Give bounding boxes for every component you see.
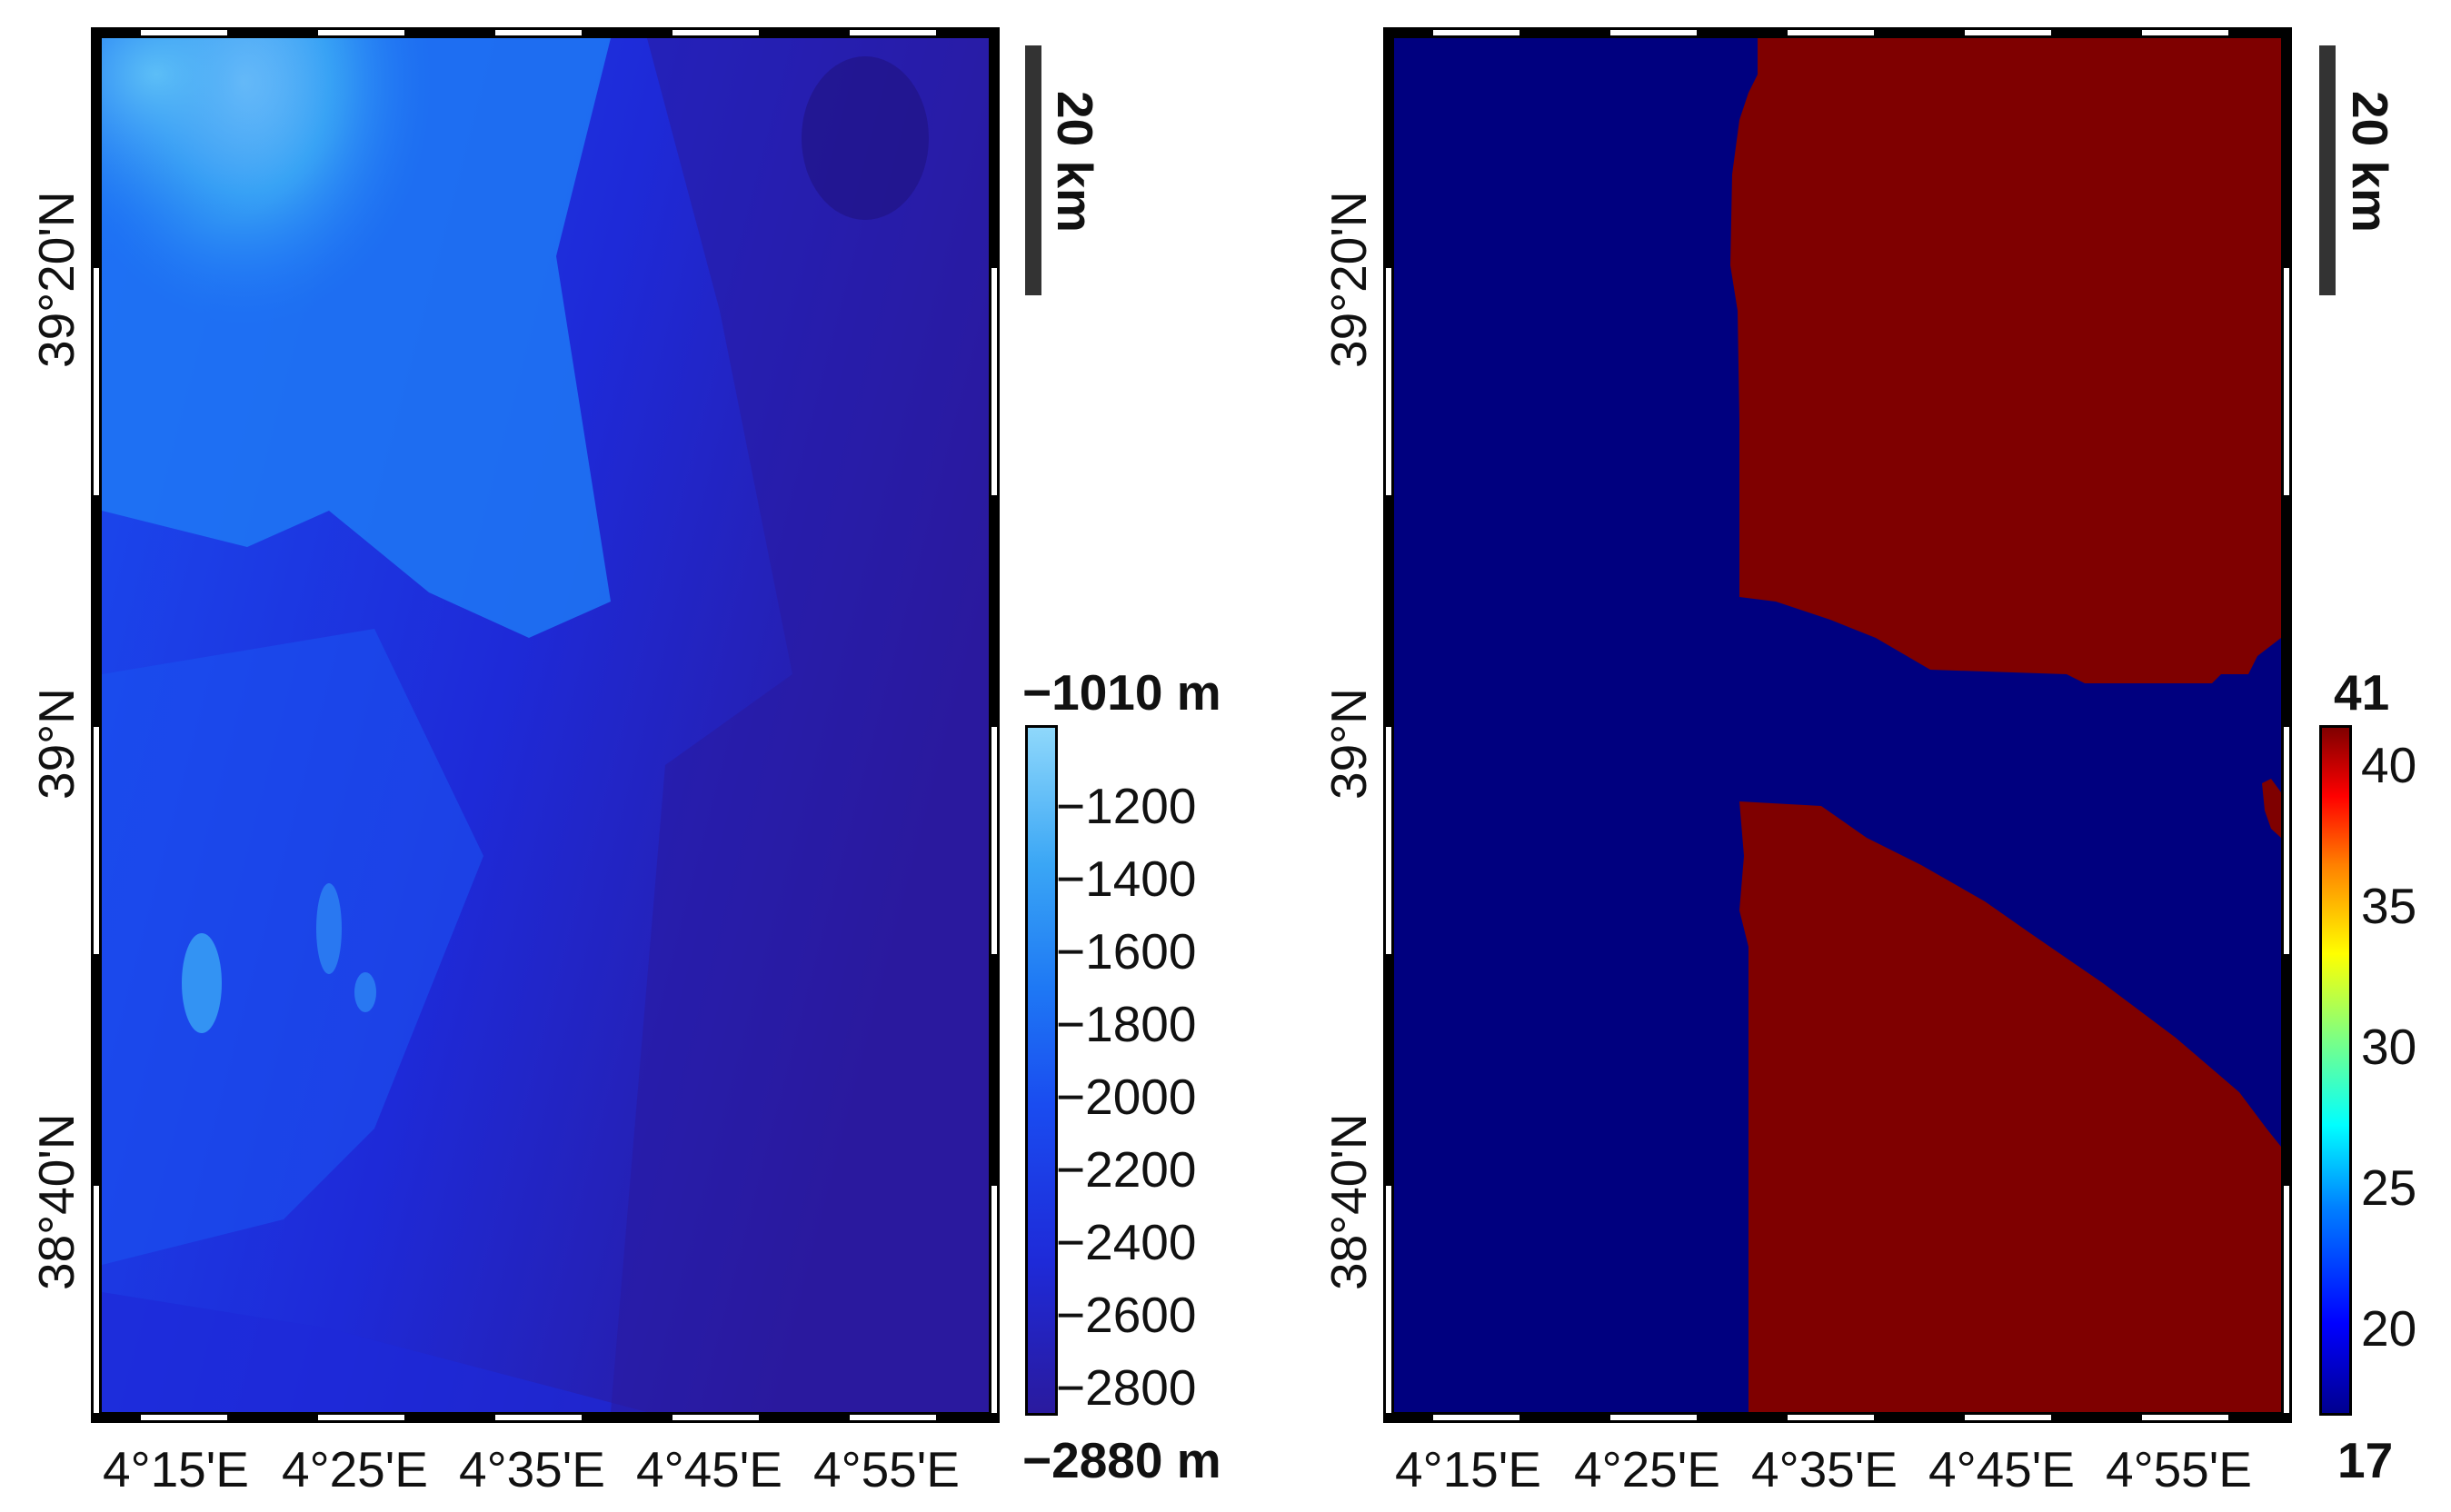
y-tick-label: 38°40'N	[28, 1113, 85, 1290]
y-tick-label: 39°20'N	[1320, 191, 1377, 368]
scale-bar	[1025, 45, 1041, 295]
high-class-area-south	[1739, 801, 2281, 1412]
x-tick-label: 4°35'E	[459, 1441, 605, 1497]
y-tick-label: 39°N	[1320, 688, 1377, 800]
colorbar-tick-label: −1400	[1056, 850, 1197, 907]
depth-colorbar	[1025, 725, 1058, 1416]
colorbar-tick-label: 35	[2361, 878, 2417, 934]
x-tick-label: 4°15'E	[1395, 1441, 1541, 1497]
colorbar-max-label: −1010 m	[1022, 664, 1221, 721]
colorbar-tick-label: 40	[2361, 737, 2417, 793]
x-tick-label: 4°55'E	[813, 1441, 960, 1497]
x-tick-label: 4°15'E	[103, 1441, 249, 1497]
colorbar-tick-label: −2200	[1056, 1141, 1197, 1198]
x-tick-label: 4°55'E	[2106, 1441, 2252, 1497]
x-tick-label: 4°45'E	[636, 1441, 782, 1497]
colorbar-tick-label: −2000	[1056, 1069, 1197, 1125]
classification-raster	[1394, 38, 2281, 1412]
colorbar-tick-label: 20	[2361, 1300, 2417, 1357]
map-border-ticks-right	[1383, 27, 2292, 1423]
scale-bar-label: 20 km	[1047, 91, 1103, 233]
classification-map-frame[interactable]	[1383, 27, 2292, 1423]
x-tick-label: 4°25'E	[1574, 1441, 1720, 1497]
class-colorbar	[2319, 725, 2352, 1416]
colorbar-tick-label: −2400	[1056, 1214, 1197, 1270]
bathymetry-raster	[102, 38, 989, 1412]
colorbar-tick-label: 25	[2361, 1159, 2417, 1216]
colorbar-tick-label: −1800	[1056, 996, 1197, 1052]
colorbar-tick-label: 30	[2361, 1019, 2417, 1075]
x-tick-label: 4°25'E	[282, 1441, 428, 1497]
colorbar-min-label: −2880 m	[1022, 1432, 1221, 1488]
map-border-ticks-left	[91, 27, 1000, 1423]
scale-bar	[2319, 45, 2336, 295]
colorbar-tick-label: −2800	[1056, 1359, 1197, 1416]
colorbar-max-label: 41	[2334, 664, 2390, 721]
colorbar-tick-label: −1200	[1056, 778, 1197, 834]
x-tick-label: 4°35'E	[1751, 1441, 1898, 1497]
scale-bar-label: 20 km	[2342, 91, 2398, 233]
colorbar-tick-label: −2600	[1056, 1287, 1197, 1343]
y-tick-label: 38°40'N	[1320, 1113, 1377, 1290]
bathymetry-map-frame[interactable]	[91, 27, 1000, 1423]
y-tick-label: 39°20'N	[28, 191, 85, 368]
x-tick-label: 4°45'E	[1928, 1441, 2075, 1497]
colorbar-min-label: 17	[2337, 1432, 2394, 1488]
high-class-area-north	[1730, 38, 2281, 683]
colorbar-tick-label: −1600	[1056, 923, 1197, 980]
y-tick-label: 39°N	[28, 688, 85, 800]
